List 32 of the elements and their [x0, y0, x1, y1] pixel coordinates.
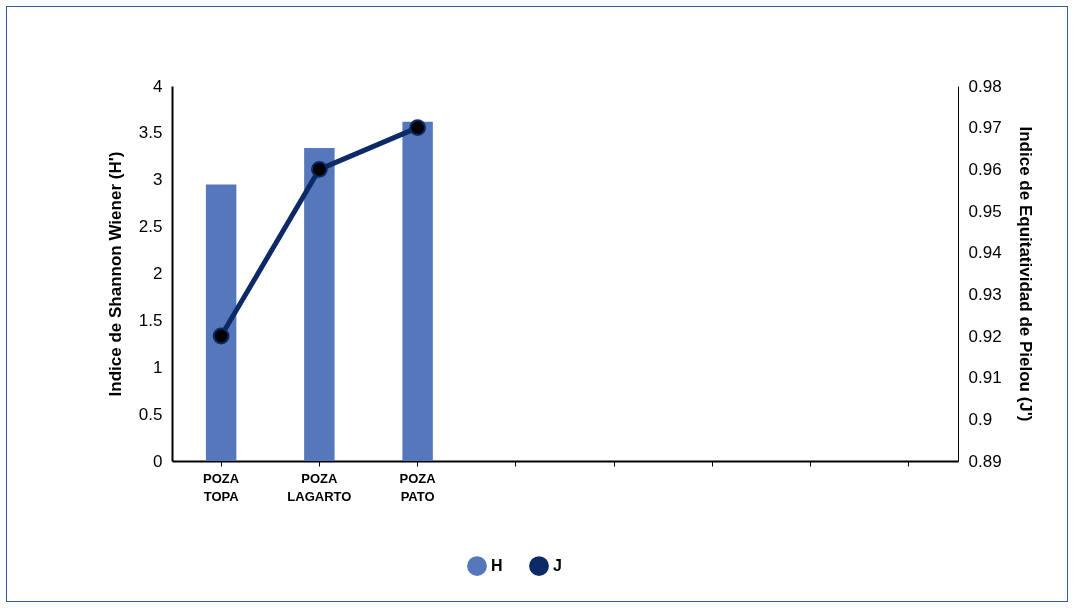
- point: [310, 160, 328, 178]
- y2-tick-label: 0.9: [968, 409, 993, 429]
- legend-label: J: [553, 557, 562, 575]
- point: [212, 327, 230, 345]
- y-tick-label: 3: [153, 170, 163, 190]
- bar: [402, 121, 433, 461]
- y2-axis-title: Indice de Equitatividad de Pielou (J'): [1015, 126, 1035, 422]
- y2-tick-label: 0.98: [968, 76, 1002, 96]
- y2-tick-label: 0.93: [968, 284, 1002, 304]
- y-tick-label: 2: [153, 264, 163, 283]
- bar: [304, 147, 335, 461]
- y2-tick-label: 0.94: [968, 243, 1002, 263]
- y-tick-label: 1.5: [138, 310, 163, 330]
- y-tick-label: 4: [153, 76, 163, 96]
- x-tick-label: POZA TOPA: [203, 470, 240, 504]
- point: [409, 119, 427, 137]
- y2-tick-label: 0.97: [968, 118, 1002, 138]
- y-tick-label: 0.5: [138, 404, 163, 424]
- x-tick-label: POZA LAGARTO: [287, 470, 352, 504]
- y2-tick-label: 0.96: [968, 159, 1002, 179]
- bar: [205, 184, 237, 461]
- legend-label: H: [491, 557, 503, 575]
- y-tick-label: 0: [153, 451, 163, 471]
- y2-tick-label: 0.95: [968, 201, 1002, 221]
- y-tick-label: 2.5: [138, 217, 163, 237]
- x-tick-label: POZA PATO: [399, 470, 437, 504]
- y2-tick-label: 0.92: [968, 326, 1002, 346]
- y-axis-title: Indice de Shannon Wiener (H'): [105, 151, 125, 397]
- y-tick-label: 1: [153, 357, 163, 377]
- y2-tick-label: 0.91: [968, 368, 1002, 388]
- y-tick-label: 3.5: [138, 123, 163, 143]
- y2-tick-label: 0.89: [968, 451, 1002, 471]
